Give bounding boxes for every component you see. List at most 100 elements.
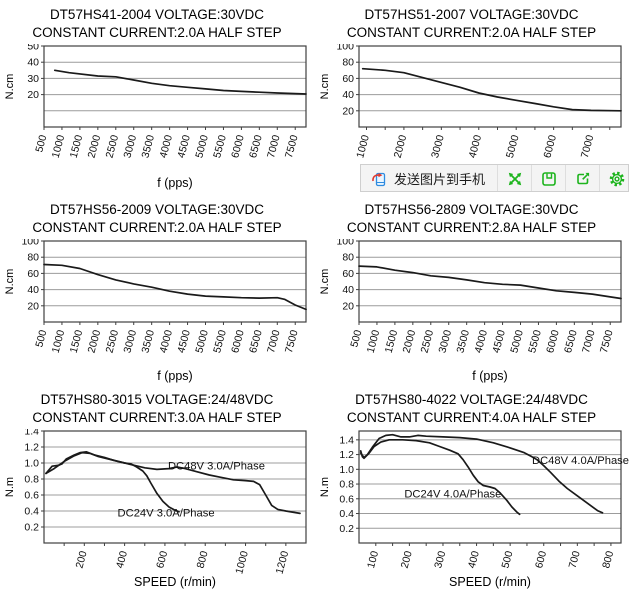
svg-text:5500: 5500	[526, 329, 544, 355]
send-to-phone-icon	[372, 172, 386, 187]
chart-title-line2: CONSTANT CURRENT:3.0A HALF STEP	[32, 410, 282, 425]
svg-text:1500: 1500	[68, 134, 86, 160]
svg-text:N.m: N.m	[4, 477, 16, 497]
svg-text:1200: 1200	[274, 550, 292, 576]
svg-text:40: 40	[27, 57, 39, 69]
chart-title-line1: DT57HS56-2809 VOLTAGE:30VDC	[364, 202, 579, 217]
svg-text:20: 20	[342, 300, 354, 312]
torque-curve-plot: 0.2 0.4 0.6 0.8 1.0 1.2 1.4 100 200 300 400 500 600 7…	[319, 430, 629, 589]
svg-text:0.4: 0.4	[24, 506, 39, 518]
chart-title-line1: DT57HS80-3015 VOLTAGE:24/48VDC	[40, 392, 274, 407]
svg-text:0.6: 0.6	[339, 493, 354, 505]
chart-title-line1: DT57HS51-2007 VOLTAGE:30VDC	[364, 7, 579, 22]
svg-text:5000: 5000	[508, 329, 526, 355]
svg-text:800: 800	[600, 550, 616, 570]
svg-text:40: 40	[342, 89, 354, 101]
svg-text:4000: 4000	[157, 329, 175, 355]
share-button[interactable]	[565, 165, 599, 191]
svg-text:0.2: 0.2	[24, 522, 39, 534]
chart-block-dt57hs80-4022: DT57HS80-4022 VOLTAGE:24/48VDC CONSTANT …	[314, 385, 629, 594]
svg-text:300: 300	[432, 550, 448, 570]
svg-text:f (pps): f (pps)	[472, 369, 507, 383]
svg-text:DC24V 3.0A/Phase: DC24V 3.0A/Phase	[118, 508, 215, 520]
chart-title: DT57HS80-4022 VOLTAGE:24/48VDC CONSTANT …	[314, 391, 629, 427]
svg-text:1000: 1000	[233, 550, 251, 576]
chart-title: DT57HS56-2809 VOLTAGE:30VDC CONSTANT CUR…	[314, 201, 629, 237]
svg-text:1.4: 1.4	[24, 429, 39, 438]
chart-title-line2: CONSTANT CURRENT:4.0A HALF STEP	[346, 410, 597, 425]
svg-text:3500: 3500	[139, 329, 157, 355]
svg-text:3000: 3000	[429, 134, 447, 160]
save-button[interactable]	[531, 165, 565, 191]
svg-text:0.4: 0.4	[339, 508, 354, 520]
chart-block-dt57hs41-2004: DT57HS41-2004 VOLTAGE:30VDC CONSTANT CUR…	[0, 0, 314, 195]
fullscreen-button[interactable]	[497, 165, 531, 191]
svg-text:SPEED (r/min): SPEED (r/min)	[134, 575, 216, 589]
svg-text:6500: 6500	[247, 134, 265, 160]
svg-text:6500: 6500	[562, 329, 580, 355]
svg-text:2500: 2500	[104, 329, 122, 355]
svg-text:700: 700	[566, 550, 582, 570]
svg-text:40: 40	[27, 284, 39, 296]
svg-text:5500: 5500	[211, 329, 229, 355]
svg-text:7000: 7000	[265, 134, 283, 160]
svg-text:3000: 3000	[436, 329, 454, 355]
svg-text:80: 80	[342, 57, 354, 69]
svg-text:60: 60	[27, 268, 39, 280]
svg-text:600: 600	[154, 550, 170, 570]
svg-text:6000: 6000	[544, 329, 562, 355]
svg-text:50: 50	[27, 44, 39, 53]
svg-text:N.cm: N.cm	[4, 269, 16, 295]
chart-title: DT57HS56-2009 VOLTAGE:30VDC CONSTANT CUR…	[0, 201, 314, 237]
chart-title-line1: DT57HS80-4022 VOLTAGE:24/48VDC	[355, 392, 588, 407]
svg-text:N.cm: N.cm	[319, 269, 331, 295]
torque-curve-plot: 20 40 60 80 100 500 1000 1500 2000 2500 3000 3500 40…	[319, 239, 622, 383]
svg-text:N.cm: N.cm	[4, 74, 16, 100]
svg-text:3500: 3500	[454, 329, 472, 355]
svg-text:3000: 3000	[121, 134, 139, 160]
torque-curve-plot: 20 40 60 80 100 1000 2000 3000 4000 5000 6000 7000 N…	[319, 44, 622, 160]
svg-text:600: 600	[533, 550, 549, 570]
svg-text:500: 500	[33, 134, 49, 154]
svg-text:4000: 4000	[472, 329, 490, 355]
svg-text:4500: 4500	[175, 134, 193, 160]
svg-text:5000: 5000	[193, 329, 211, 355]
svg-text:500: 500	[348, 329, 364, 349]
chart-title-line2: CONSTANT CURRENT:2.8A HALF STEP	[346, 220, 597, 235]
svg-text:1.0: 1.0	[339, 464, 354, 476]
svg-text:1500: 1500	[382, 329, 400, 355]
svg-text:f (pps): f (pps)	[157, 369, 192, 383]
svg-text:40: 40	[342, 284, 354, 296]
svg-text:20: 20	[27, 300, 39, 312]
svg-text:0.2: 0.2	[339, 523, 354, 535]
svg-text:7500: 7500	[283, 329, 301, 355]
settings-icon	[609, 171, 624, 187]
svg-text:1.0: 1.0	[24, 458, 39, 470]
svg-text:100: 100	[336, 44, 354, 53]
svg-text:1.2: 1.2	[339, 449, 354, 461]
svg-text:DC48V 3.0A/Phase: DC48V 3.0A/Phase	[168, 460, 265, 472]
svg-text:0.6: 0.6	[24, 490, 39, 502]
svg-text:DC24V 4.0A/Phase: DC24V 4.0A/Phase	[404, 488, 501, 500]
svg-text:60: 60	[342, 268, 354, 280]
chart-block-dt57hs56-2809: DT57HS56-2809 VOLTAGE:30VDC CONSTANT CUR…	[314, 195, 629, 385]
image-toolbar: 发送图片到手机	[360, 164, 629, 192]
svg-text:20: 20	[27, 89, 39, 101]
svg-text:80: 80	[342, 252, 354, 264]
svg-text:5000: 5000	[193, 134, 211, 160]
svg-text:5500: 5500	[211, 134, 229, 160]
svg-text:100: 100	[365, 550, 381, 570]
chart-block-dt57hs80-3015: DT57HS80-3015 VOLTAGE:24/48VDC CONSTANT …	[0, 385, 314, 594]
svg-text:0.8: 0.8	[24, 474, 39, 486]
torque-curve-plot: 20 30 40 50 500 1000 1500 2000 2500 3000 3500 4000 4…	[4, 44, 307, 190]
send-to-phone-label: 发送图片到手机	[394, 171, 486, 187]
svg-text:6000: 6000	[541, 134, 559, 160]
svg-text:DC48V 4.0A/Phase: DC48V 4.0A/Phase	[531, 455, 628, 467]
svg-text:2500: 2500	[104, 134, 122, 160]
save-icon	[541, 172, 556, 186]
svg-text:2000: 2000	[86, 329, 104, 355]
settings-button[interactable]	[599, 165, 629, 191]
send-to-phone-button[interactable]: 发送图片到手机	[361, 165, 497, 191]
